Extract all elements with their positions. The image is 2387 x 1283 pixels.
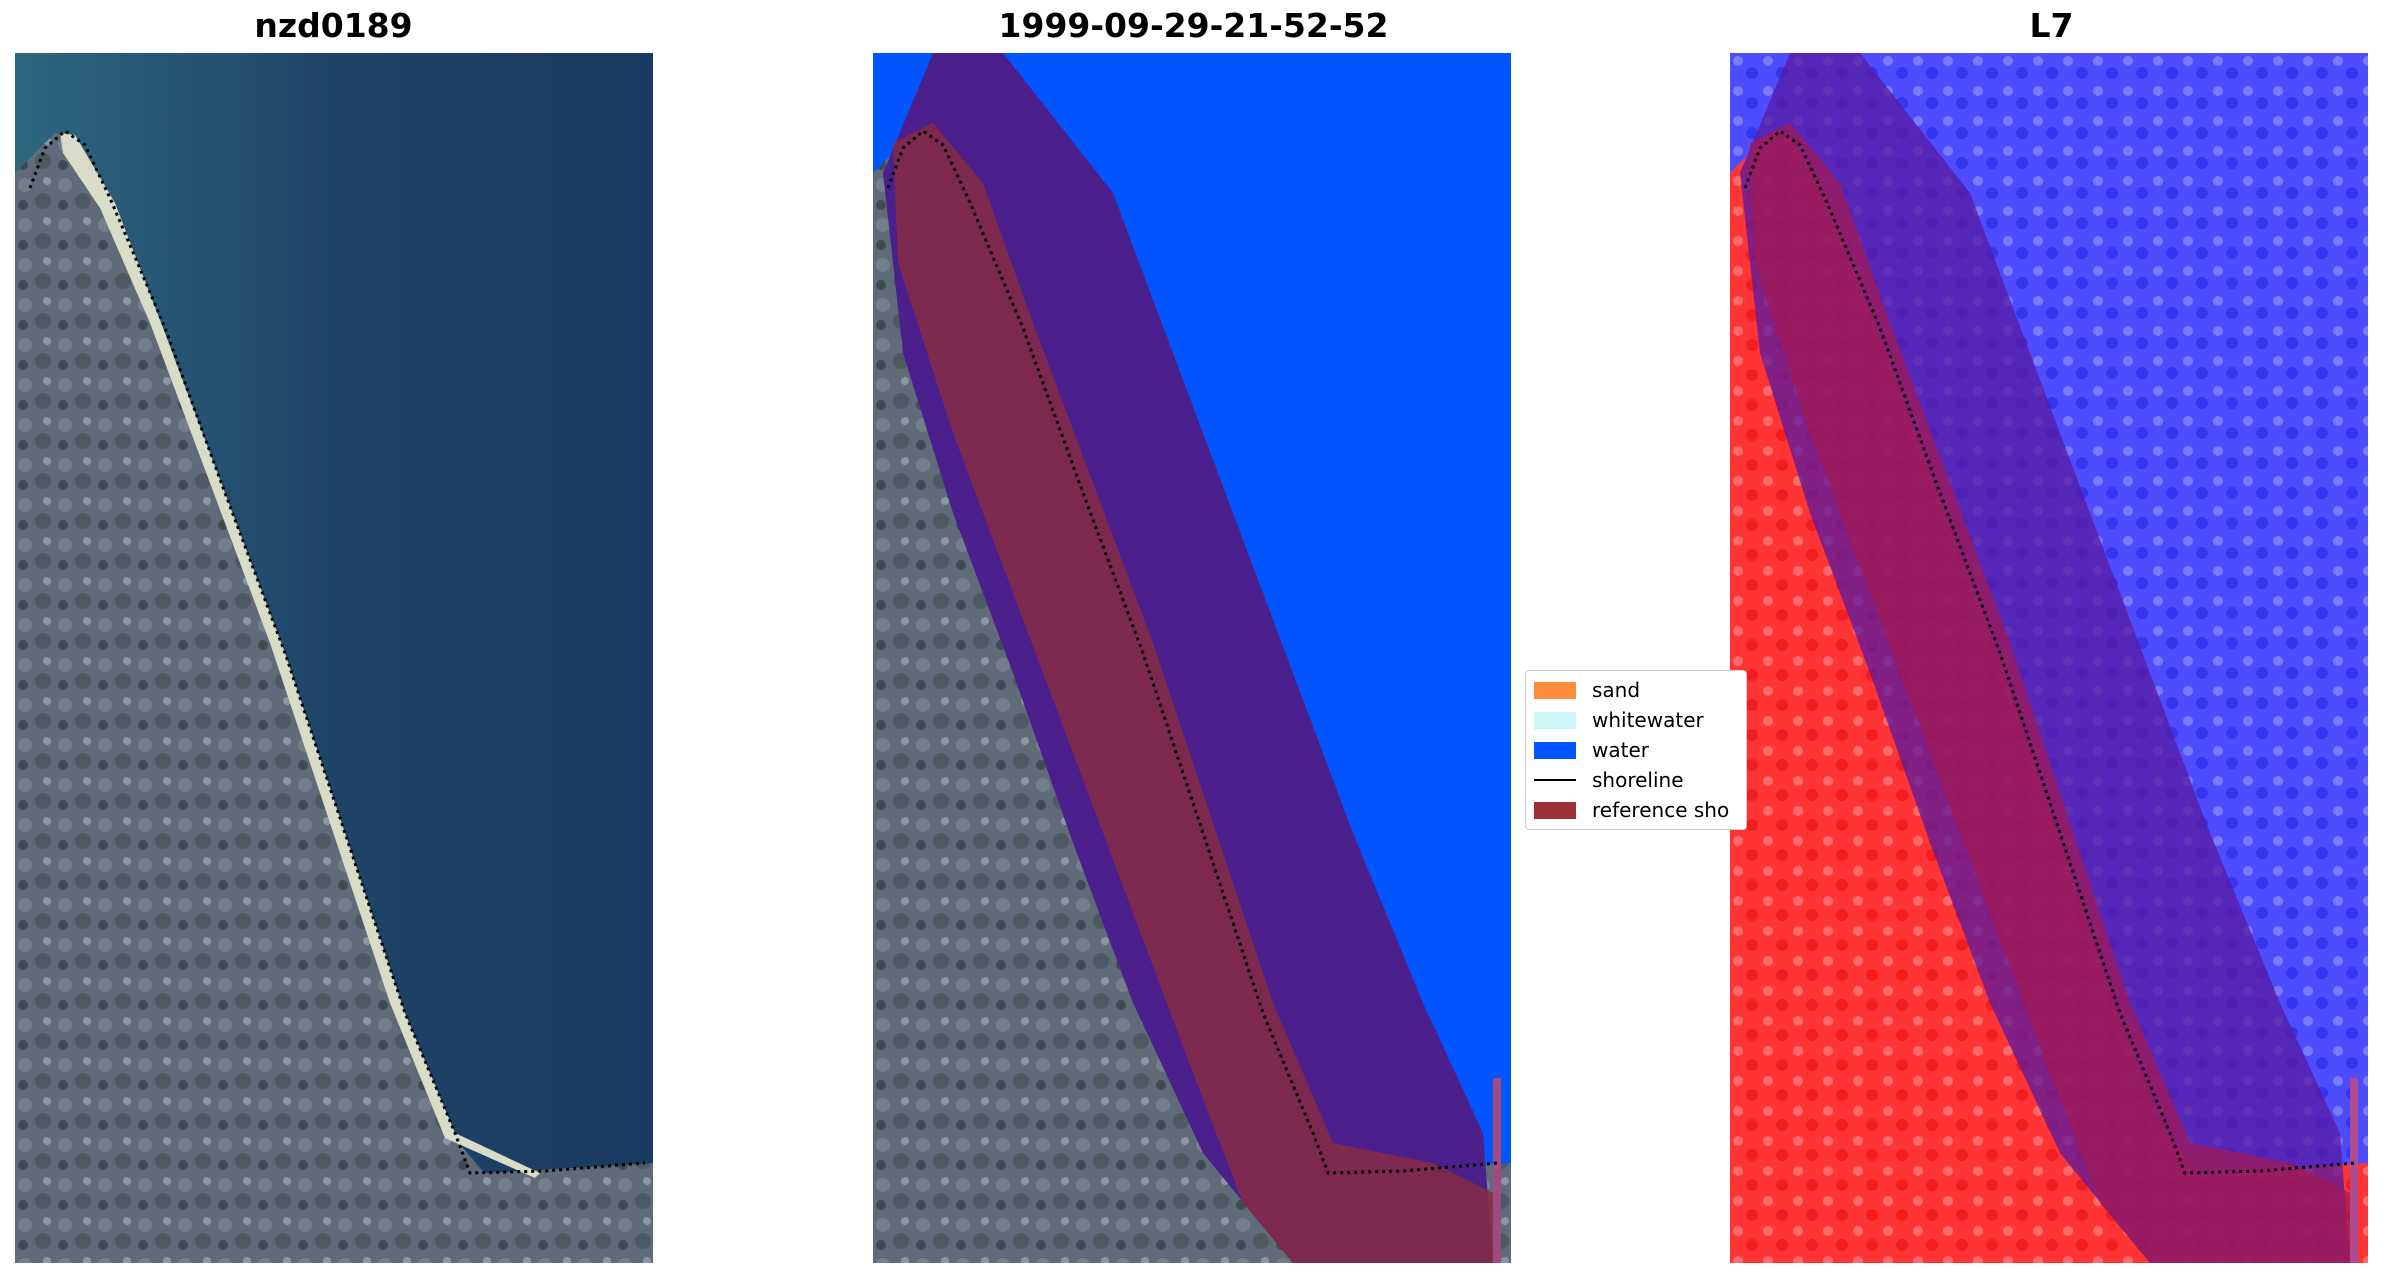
classified-image-panel xyxy=(873,53,1518,1263)
sand-swatch xyxy=(1534,681,1576,699)
panel-title-rgb: nzd0189 xyxy=(254,6,413,45)
legend-label-shoreline: shoreline xyxy=(1592,768,1684,792)
beach-strip xyxy=(60,133,540,1178)
legend-label-sand: sand xyxy=(1592,678,1641,702)
legend: sand whitewater water shoreline referenc… xyxy=(1525,670,1747,830)
index-image-panel xyxy=(1730,53,2375,1263)
shoreline-trace xyxy=(886,129,1499,1175)
whitewater-swatch xyxy=(1534,711,1576,729)
reference-shoreline-swatch xyxy=(1534,801,1576,819)
shoreline-trace xyxy=(1743,129,2356,1175)
legend-item-water: water xyxy=(1534,737,1649,763)
panel-title-classified: 1999-09-29-21-52-52 xyxy=(998,6,1389,45)
panel-title-index: L7 xyxy=(2029,6,2074,45)
reference-shoreline-edge xyxy=(2350,1078,2358,1263)
legend-label-whitewater: whitewater xyxy=(1592,708,1704,732)
shoreline-trace xyxy=(28,129,646,1175)
reference-shoreline-band xyxy=(1750,123,2350,1263)
rgb-image xyxy=(15,53,653,1263)
land-area xyxy=(15,133,653,1263)
reference-shoreline-band xyxy=(893,123,1493,1263)
legend-label-water: water xyxy=(1592,738,1649,762)
legend-item-reference-shoreline: reference sho xyxy=(1534,797,1729,823)
legend-item-whitewater: whitewater xyxy=(1534,707,1704,733)
legend-item-sand: sand xyxy=(1534,677,1640,703)
reference-shoreline-edge xyxy=(1493,1078,1501,1263)
legend-item-shoreline: shoreline xyxy=(1534,767,1684,793)
classified-image xyxy=(873,53,1511,1263)
water-swatch xyxy=(1534,741,1576,759)
index-image xyxy=(1730,53,2368,1263)
shoreline-swatch xyxy=(1534,779,1576,781)
legend-label-reference-shoreline: reference sho xyxy=(1592,798,1730,822)
rgb-image-panel xyxy=(15,53,653,1263)
